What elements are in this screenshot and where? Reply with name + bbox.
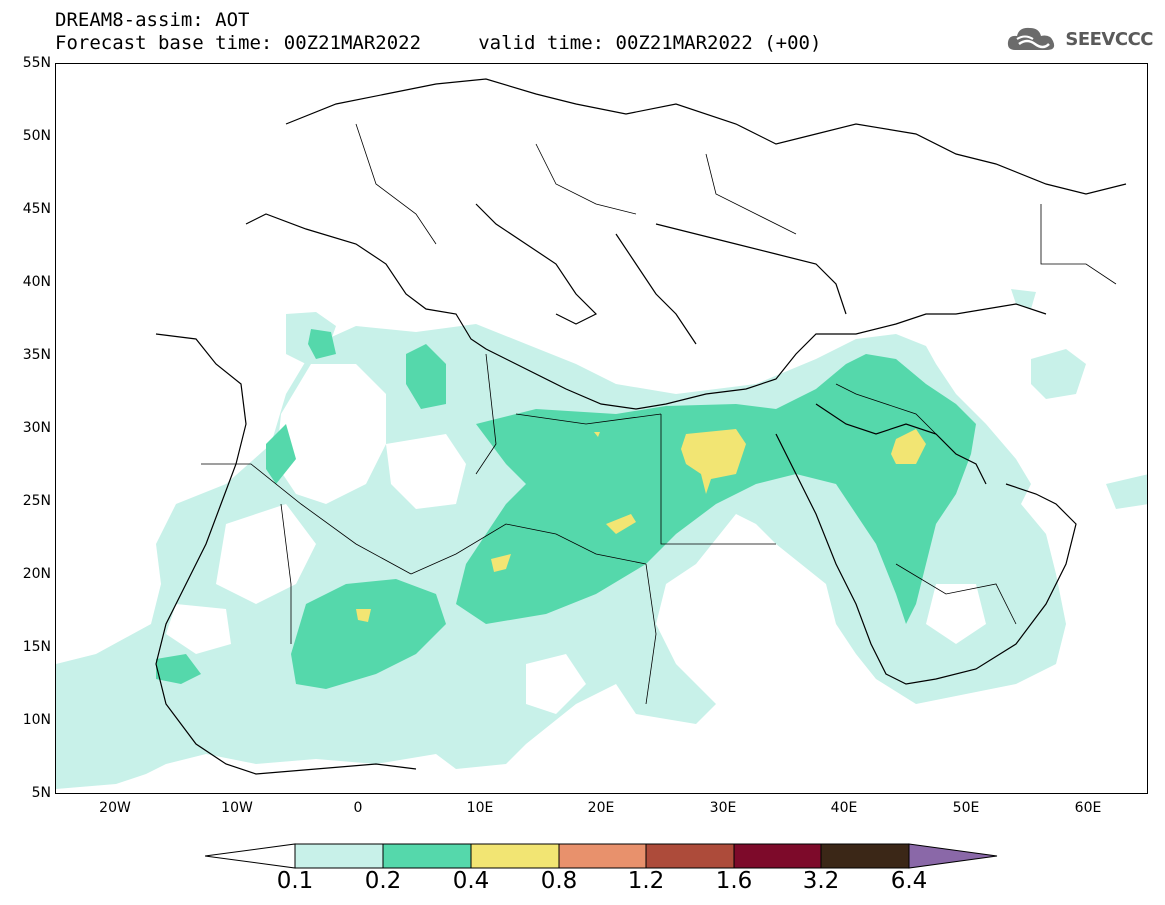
lat-label-15n: 15N [22, 639, 51, 655]
colorbar-label: 1.2 [627, 868, 665, 894]
colorbar-bin-0.4 [470, 843, 560, 869]
lon-label-20w: 20W [99, 800, 131, 816]
lon-label-30e: 30E [709, 800, 737, 816]
lat-label-35n: 35N [22, 347, 51, 363]
country-borders [201, 123, 1117, 705]
lat-label-40n: 40N [22, 274, 51, 290]
lon-label-0: 0 [353, 800, 363, 816]
map-canvas [56, 78, 1147, 789]
colorbar-bin-1.6 [733, 843, 822, 869]
map-title: DREAM8-assim: AOT [55, 9, 250, 31]
colorbar-label: 0.8 [540, 868, 578, 894]
lon-label-20e: 20E [587, 800, 615, 816]
lon-label-60e: 60E [1074, 800, 1102, 816]
colorbar-bin-0.2 [382, 843, 472, 869]
logo-text: SEEVCCC [1065, 28, 1153, 50]
colorbar-bin-3.2 [820, 843, 910, 869]
forecast-time-subtitle: Forecast base time: 00Z21MAR2022 valid t… [55, 32, 822, 54]
colorbar-bin-0.8 [558, 843, 647, 869]
lat-label-10n: 10N [22, 712, 51, 728]
colorbar-arrow-high [908, 843, 998, 869]
lat-label-30n: 30N [22, 420, 51, 436]
colorbar-label: 3.2 [802, 868, 840, 894]
lat-label-20n: 20N [22, 566, 51, 582]
colorbar-bin-0.1 [294, 843, 384, 869]
aot-map [55, 63, 1148, 794]
colorbar-label: 0.1 [276, 868, 314, 894]
aot-low-areas [166, 364, 986, 714]
lat-label-5n: 5N [31, 785, 51, 801]
lat-label-25n: 25N [22, 493, 51, 509]
colorbar-label: 0.2 [364, 868, 402, 894]
coastlines [155, 78, 1127, 775]
lat-label-50n: 50N [22, 128, 51, 144]
lat-label-55n: 55N [22, 55, 51, 71]
colorbar-bin-1.2 [645, 843, 735, 869]
lat-label-45n: 45N [22, 201, 51, 217]
lon-label-50e: 50E [952, 800, 980, 816]
colorbar-arrow-low [205, 843, 296, 869]
colorbar-label: 0.4 [452, 868, 490, 894]
colorbar-label: 6.4 [890, 868, 928, 894]
colorbar [205, 843, 998, 869]
aot-contour-0.2 [156, 329, 976, 689]
lon-label-40e: 40E [830, 800, 858, 816]
lon-label-10e: 10E [466, 800, 494, 816]
seevccc-logo: SEEVCCC [1005, 22, 1153, 56]
cloud-icon [1008, 27, 1055, 50]
aot-contour-0.4 [356, 429, 926, 622]
lon-label-10w: 10W [221, 800, 253, 816]
colorbar-label: 1.6 [715, 868, 753, 894]
